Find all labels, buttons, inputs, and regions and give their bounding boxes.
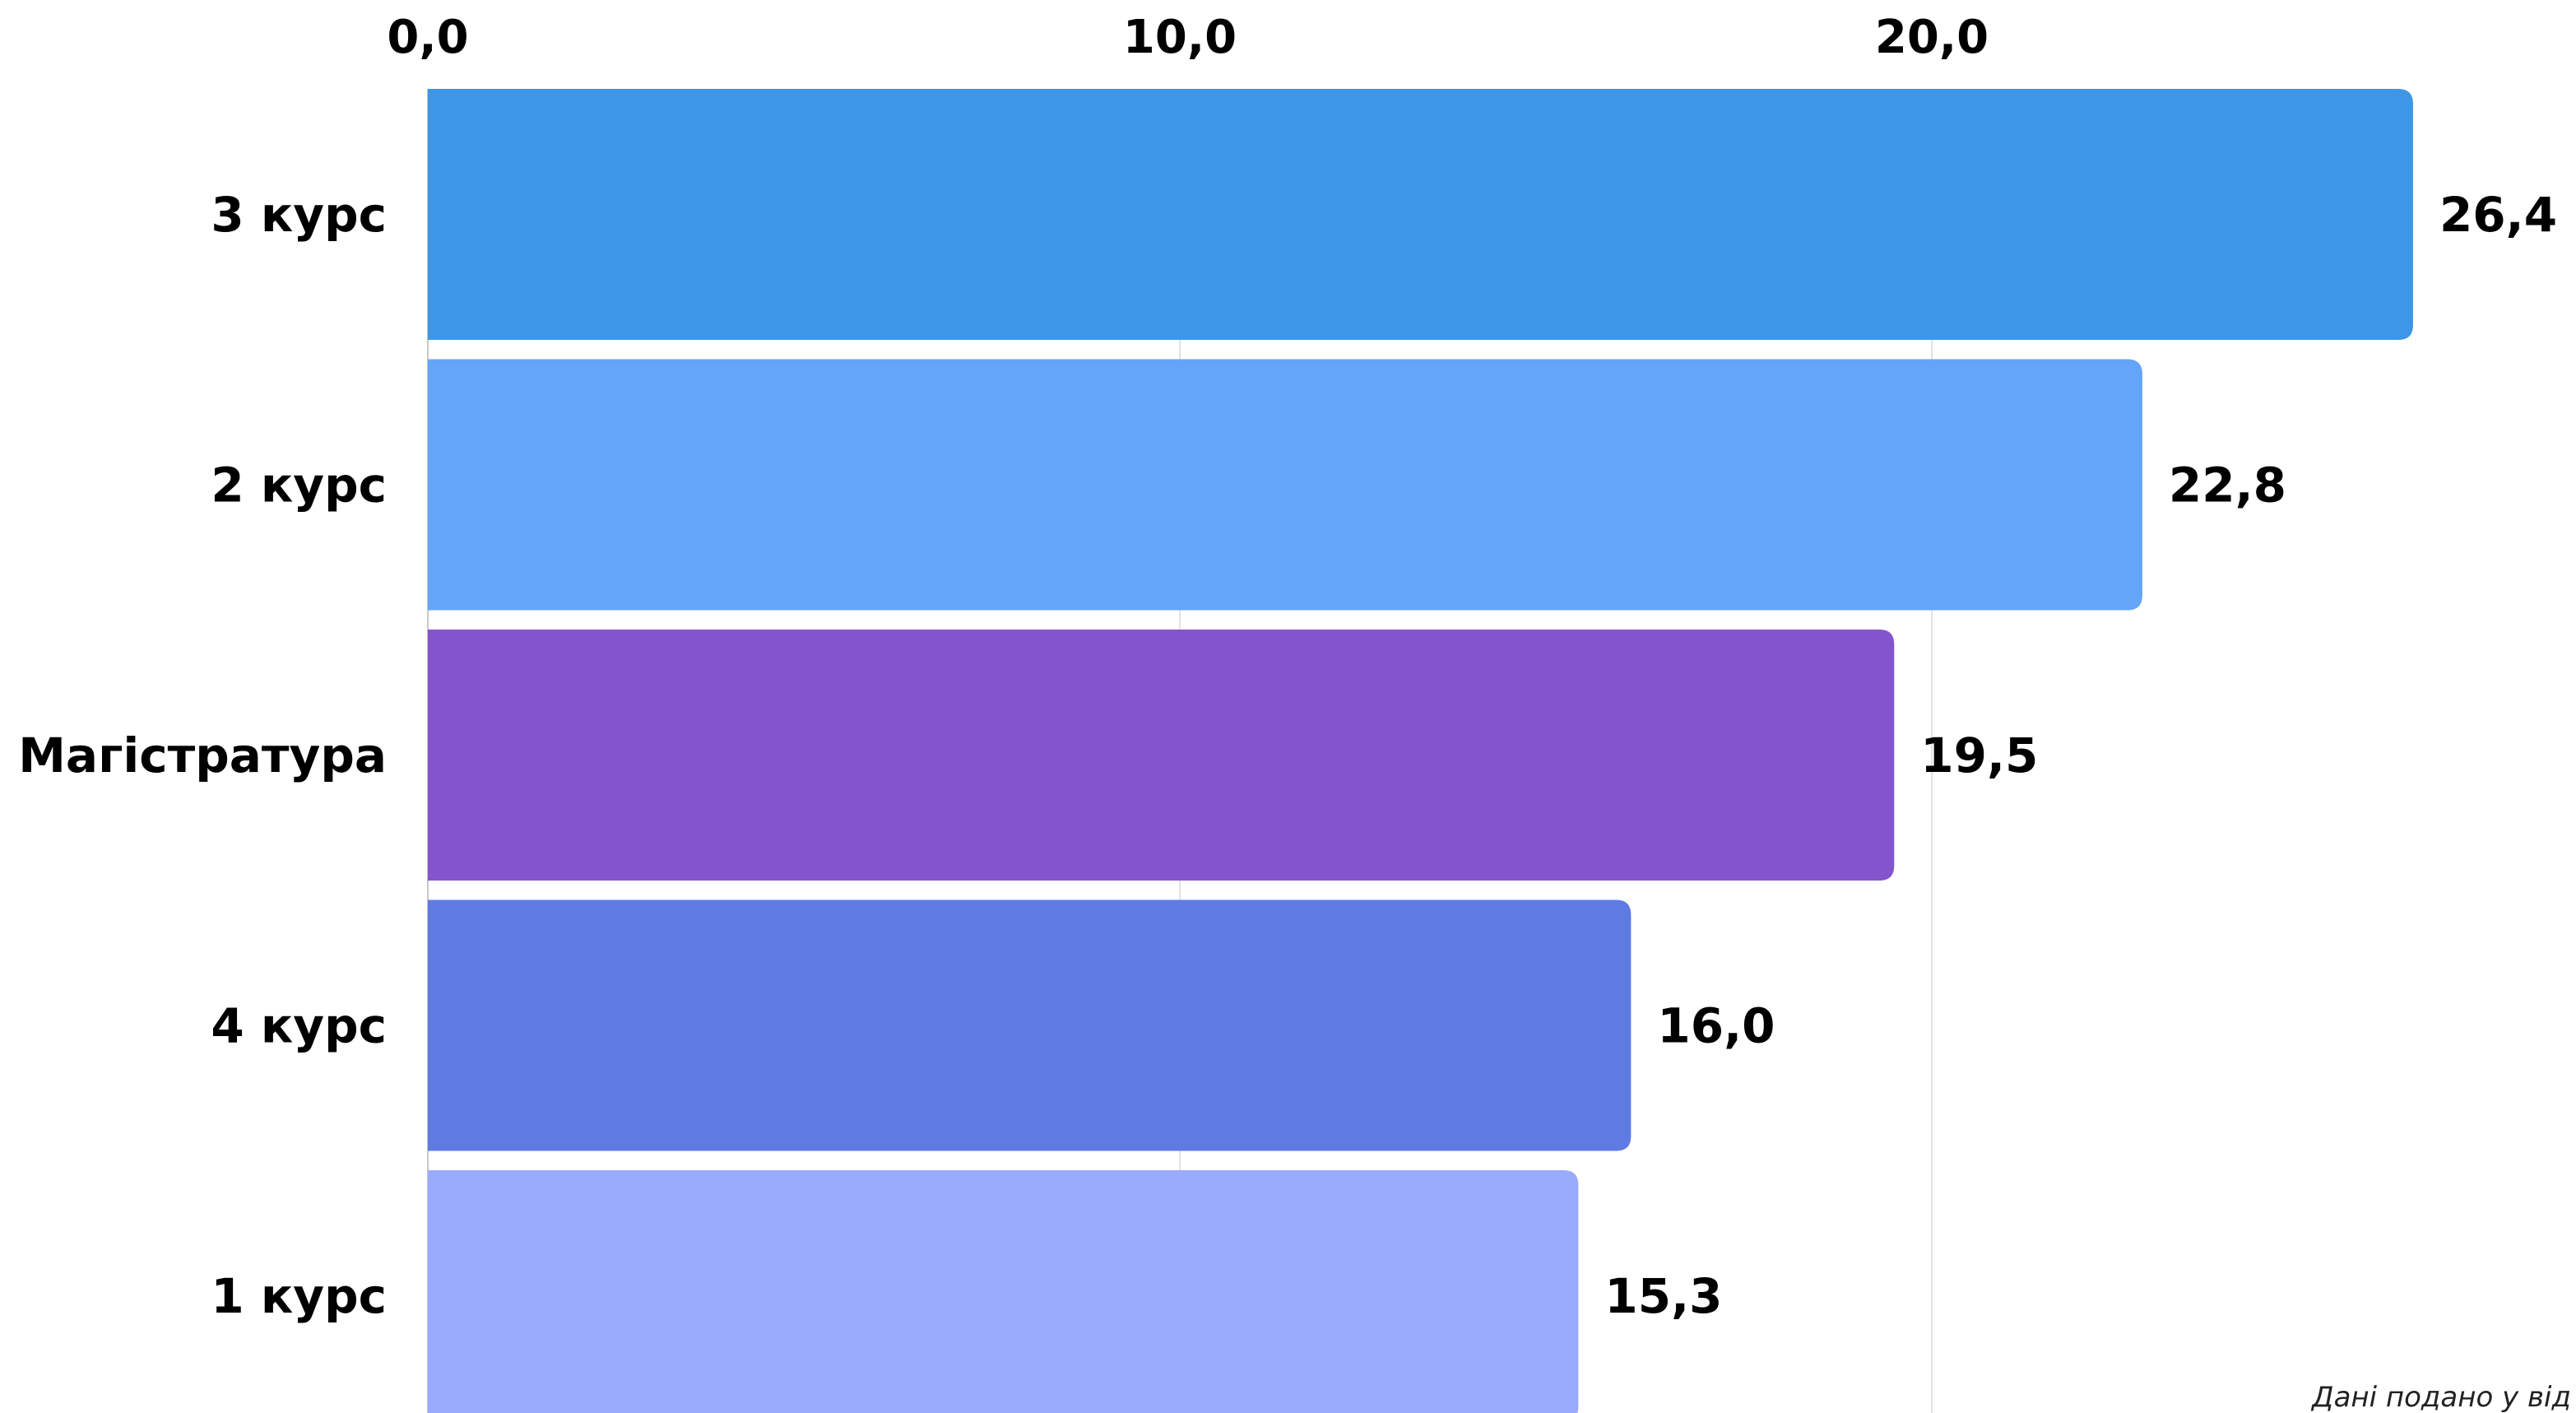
category-labels: 3 курс 2 курс Магістратура 4 курс 1 курс <box>18 187 387 1324</box>
x-axis-ticks: 0,0 10,0 20,0 <box>387 11 1989 64</box>
value-labels: 26,4 22,8 19,5 16,0 15,3 <box>1604 187 2557 1324</box>
category-label: 4 курс <box>211 997 387 1053</box>
bar <box>428 630 1895 881</box>
bars <box>428 89 2413 1413</box>
value-label: 26,4 <box>2439 187 2557 243</box>
bar <box>428 359 2142 611</box>
category-label: 1 курс <box>211 1268 387 1324</box>
value-label: 15,3 <box>1604 1268 1722 1324</box>
bar <box>428 899 1631 1151</box>
x-tick-label: 20,0 <box>1875 11 1989 64</box>
bar <box>428 1170 1579 1413</box>
bar <box>428 89 2413 340</box>
x-tick-label: 0,0 <box>387 11 468 64</box>
value-label: 19,5 <box>1920 727 2038 783</box>
category-label: 3 курс <box>211 187 387 243</box>
footnote: Дані подано у від <box>2310 1381 2571 1413</box>
value-label: 16,0 <box>1657 997 1775 1053</box>
category-label: Магістратура <box>18 727 387 783</box>
x-tick-label: 10,0 <box>1123 11 1237 64</box>
value-label: 22,8 <box>2169 457 2286 513</box>
category-label: 2 курс <box>211 457 387 513</box>
